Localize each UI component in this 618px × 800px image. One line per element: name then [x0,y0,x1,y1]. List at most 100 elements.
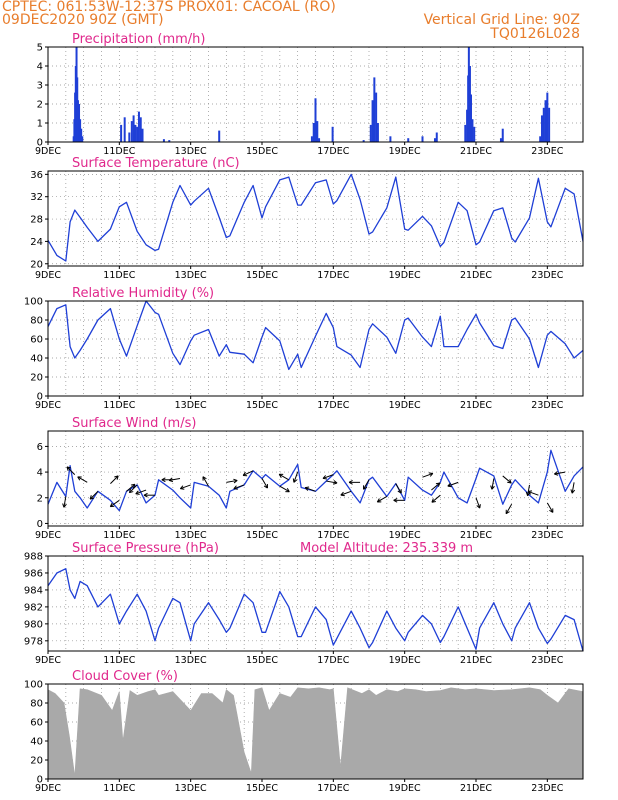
x-tick-label: 23DEC [531,655,563,666]
relative-humidity-frame [47,300,584,397]
cloud-cover-area [47,687,584,780]
wind-arrowhead [431,498,434,503]
wind-arrowhead [509,479,512,484]
wind-arrow [135,489,147,495]
wind-arrowhead [437,482,441,487]
y-tick-label: 978 [24,636,43,647]
y-tick-label: 20 [30,756,43,767]
wind-arrow [546,502,554,513]
x-tick-label: 17DEC [317,400,349,411]
wind-arrowhead [376,498,380,503]
y-tick-label: 0 [37,138,43,149]
y-tick-label: 0 [37,519,43,530]
precip-bar [316,121,319,142]
wind-arrowhead [479,504,481,509]
cloud-cover-panel [45,683,584,782]
surface-temperature-line [47,173,584,262]
x-tick-label: 17DEC [317,270,349,281]
wind-arrowhead [66,466,71,469]
wind-arrow [279,485,290,493]
wind-arrow [77,476,88,483]
x-tick-label: 23DEC [531,400,563,411]
wind-arrow [505,503,513,514]
x-tick-label: 9DEC [35,530,61,541]
wind-arrow [278,473,290,481]
wind-arrowhead [233,488,238,490]
x-tick-label: 9DEC [35,655,61,666]
x-tick-label: 13DEC [175,530,207,541]
wind-arrowhead [168,479,174,483]
x-tick-label: 19DEC [389,783,421,794]
header-grid-note: Vertical Grid Line: 90Z [423,12,580,28]
surface-wind-panel [45,430,584,529]
precip-bar [421,136,424,142]
x-tick-label: 15DEC [246,400,278,411]
wind-arrow [202,476,209,487]
wind-arrowhead [161,479,166,483]
precip-bar [467,47,470,142]
x-tick-label: 19DEC [389,400,421,411]
y-tick-label: 100 [24,297,43,308]
wind-arrow [242,470,254,476]
header-location: CPTEC: 061:53W-12:37S PROX01: CACOAL (RO… [2,0,336,15]
precip-bar [168,140,171,142]
x-tick-label: 15DEC [246,270,278,281]
wind-arrow [340,490,352,496]
surface-wind-frame [47,430,584,527]
wind-arrowhead [109,502,113,507]
wind-arrowhead [305,486,310,489]
wind-arrowhead [397,490,402,494]
y-tick-label: 36 [30,170,43,181]
wind-arrowhead [143,494,148,498]
precipitation-frame [47,46,584,143]
x-tick-label: 13DEC [175,146,207,157]
precip-bar [81,136,84,142]
y-tick-label: 980 [24,619,43,630]
wind-arrowhead [549,509,554,513]
precip-bar [471,119,474,142]
wind-arrowhead [528,490,533,492]
x-tick-label: 23DEC [531,146,563,157]
wind-arrowhead [333,482,338,485]
wind-arrow [447,481,459,487]
wind-arrowhead [63,503,67,508]
precip-bar [80,128,83,142]
precip-bar [137,111,140,142]
wind-arrowhead [447,482,451,487]
y-tick-label: 100 [24,680,43,691]
wind-arrowhead [435,482,440,485]
wind-arrow [66,466,76,476]
relative-humidity-panel [45,300,584,399]
wind-arrow [431,494,441,503]
wind-arrow [304,487,316,492]
wind-arrow [89,490,99,500]
precip-bar [544,100,547,142]
precip-bar [128,132,131,142]
x-tick-label: 13DEC [175,655,207,666]
y-tick-label: 32 [30,192,43,203]
precip-bar [376,123,379,142]
surface-wind-title: Surface Wind (m/s) [72,416,196,431]
x-tick-label: 21DEC [460,655,492,666]
x-tick-label: 13DEC [175,400,207,411]
x-tick-label: 19DEC [389,655,421,666]
wind-arrowhead [554,471,558,475]
wind-arrowhead [77,476,81,481]
x-tick-label: 11DEC [103,146,135,157]
wind-arrow [422,472,434,478]
y-tick-label: 2 [37,493,43,504]
x-tick-label: 15DEC [246,530,278,541]
precip-bar [468,66,471,142]
precip-bar [539,136,542,142]
cloud-cover-frame [47,683,584,780]
cloud-cover-title: Cloud Cover (%) [72,669,178,684]
precip-bar [470,94,473,142]
wind-arrowhead [89,495,92,500]
precip-bar [134,124,137,142]
wind-arrowhead [340,491,344,496]
precipitation-title: Precipitation (mm/h) [72,32,205,47]
x-tick-label: 11DEC [103,655,135,666]
precip-bar [136,126,139,142]
x-tick-label: 23DEC [531,270,563,281]
